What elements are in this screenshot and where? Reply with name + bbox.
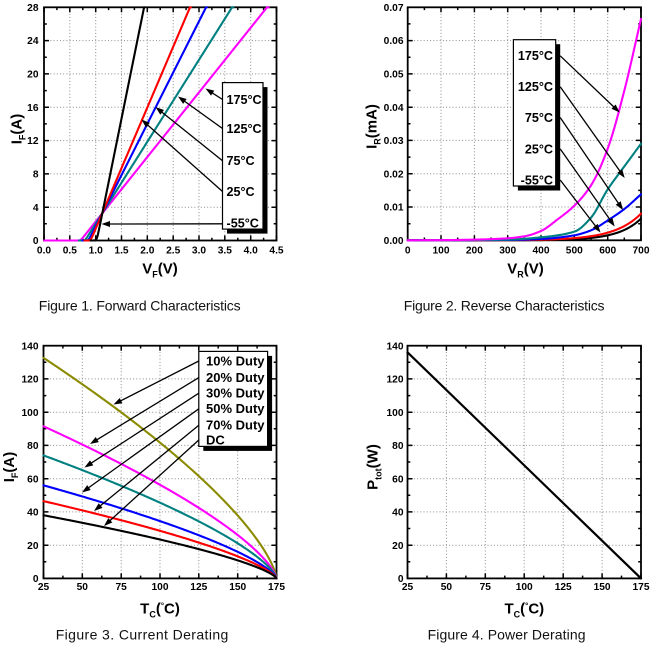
svg-text:0.05: 0.05 — [384, 70, 404, 81]
svg-text:VR(V): VR(V) — [507, 261, 544, 280]
svg-text:40: 40 — [392, 508, 404, 519]
svg-text:140: 140 — [387, 341, 404, 352]
svg-text:175: 175 — [268, 582, 285, 593]
svg-text:80: 80 — [27, 441, 39, 452]
svg-text:20: 20 — [392, 541, 404, 552]
svg-text:0: 0 — [33, 236, 39, 247]
svg-text:175°C: 175°C — [227, 93, 262, 107]
svg-text:50: 50 — [441, 582, 453, 593]
svg-text:20: 20 — [27, 70, 39, 81]
svg-text:-55°C: -55°C — [227, 217, 259, 231]
svg-text:DC: DC — [206, 432, 225, 447]
svg-text:Figure 2. Reverse Characterist: Figure 2. Reverse Characteristics — [404, 297, 605, 313]
svg-text:150: 150 — [594, 582, 611, 593]
svg-text:600: 600 — [599, 246, 616, 257]
svg-text:50: 50 — [77, 582, 89, 593]
svg-text:125: 125 — [555, 582, 572, 593]
svg-text:25°C: 25°C — [227, 185, 255, 199]
svg-text:Figure 4. Power Derating: Figure 4. Power Derating — [428, 627, 586, 643]
svg-text:75: 75 — [480, 582, 492, 593]
svg-text:Ptot(W): Ptot(W) — [365, 444, 384, 490]
svg-text:175°C: 175°C — [518, 49, 553, 63]
svg-text:75°C: 75°C — [525, 111, 553, 125]
svg-text:-55°C: -55°C — [521, 173, 553, 187]
svg-text:150: 150 — [229, 582, 246, 593]
svg-text:125: 125 — [190, 582, 207, 593]
svg-text:20% Duty: 20% Duty — [206, 370, 265, 385]
svg-text:25°C: 25°C — [525, 142, 553, 156]
svg-text:12: 12 — [27, 136, 39, 147]
svg-text:50% Duty: 50% Duty — [206, 401, 265, 416]
svg-text:4: 4 — [33, 203, 39, 214]
svg-text:75°C: 75°C — [227, 154, 255, 168]
svg-text:0.0: 0.0 — [37, 246, 51, 257]
svg-text:10% Duty: 10% Duty — [206, 353, 265, 368]
svg-text:4.0: 4.0 — [244, 246, 258, 257]
svg-text:2.5: 2.5 — [166, 246, 180, 257]
svg-text:IR(mA): IR(mA) — [364, 104, 383, 149]
svg-text:0.5: 0.5 — [63, 246, 77, 257]
svg-text:3.0: 3.0 — [192, 246, 206, 257]
svg-text:1.5: 1.5 — [114, 246, 128, 257]
svg-text:700: 700 — [633, 246, 650, 257]
svg-text:25: 25 — [402, 582, 414, 593]
svg-text:1.0: 1.0 — [89, 246, 103, 257]
svg-text:70% Duty: 70% Duty — [206, 418, 265, 433]
svg-text:60: 60 — [392, 474, 404, 485]
svg-text:TC(°C): TC(°C) — [504, 601, 544, 620]
svg-text:0: 0 — [405, 246, 411, 257]
svg-text:0.01: 0.01 — [384, 203, 404, 214]
svg-text:2.0: 2.0 — [140, 246, 154, 257]
svg-text:125°C: 125°C — [227, 122, 262, 136]
svg-text:0.04: 0.04 — [384, 103, 404, 114]
svg-text:400: 400 — [533, 246, 550, 257]
svg-text:175: 175 — [633, 582, 650, 593]
svg-text:VF(V): VF(V) — [142, 261, 178, 280]
svg-text:125°C: 125°C — [518, 80, 553, 94]
svg-text:100: 100 — [22, 408, 39, 419]
svg-text:0.00: 0.00 — [384, 236, 404, 247]
svg-text:30% Duty: 30% Duty — [206, 386, 265, 401]
svg-text:0.03: 0.03 — [384, 136, 404, 147]
svg-text:100: 100 — [516, 582, 533, 593]
svg-text:140: 140 — [22, 341, 39, 352]
svg-text:120: 120 — [22, 375, 39, 386]
svg-text:100: 100 — [387, 408, 404, 419]
svg-text:60: 60 — [27, 474, 39, 485]
svg-text:20: 20 — [27, 541, 39, 552]
svg-text:200: 200 — [466, 246, 483, 257]
svg-text:Figure 1. Forward Characterist: Figure 1. Forward Characteristics — [39, 297, 241, 313]
svg-text:16: 16 — [27, 103, 39, 114]
svg-text:120: 120 — [387, 375, 404, 386]
svg-text:500: 500 — [566, 246, 583, 257]
svg-text:24: 24 — [27, 36, 39, 47]
svg-text:Figure 3. Current Derating: Figure 3. Current Derating — [56, 627, 229, 643]
svg-text:40: 40 — [27, 508, 39, 519]
svg-text:4.5: 4.5 — [269, 246, 283, 257]
svg-text:8: 8 — [33, 170, 39, 181]
svg-text:0.07: 0.07 — [384, 3, 404, 14]
svg-text:75: 75 — [116, 582, 128, 593]
svg-text:80: 80 — [392, 441, 404, 452]
svg-text:0.02: 0.02 — [384, 169, 404, 180]
svg-text:3.5: 3.5 — [218, 246, 232, 257]
svg-text:TC(°C): TC(°C) — [140, 601, 180, 620]
svg-text:28: 28 — [27, 3, 39, 14]
svg-text:0: 0 — [33, 574, 39, 585]
svg-text:100: 100 — [152, 582, 169, 593]
svg-text:0: 0 — [398, 574, 404, 585]
svg-text:100: 100 — [433, 246, 450, 257]
svg-text:25: 25 — [38, 582, 50, 593]
svg-text:0.06: 0.06 — [384, 36, 404, 47]
svg-text:300: 300 — [499, 246, 516, 257]
